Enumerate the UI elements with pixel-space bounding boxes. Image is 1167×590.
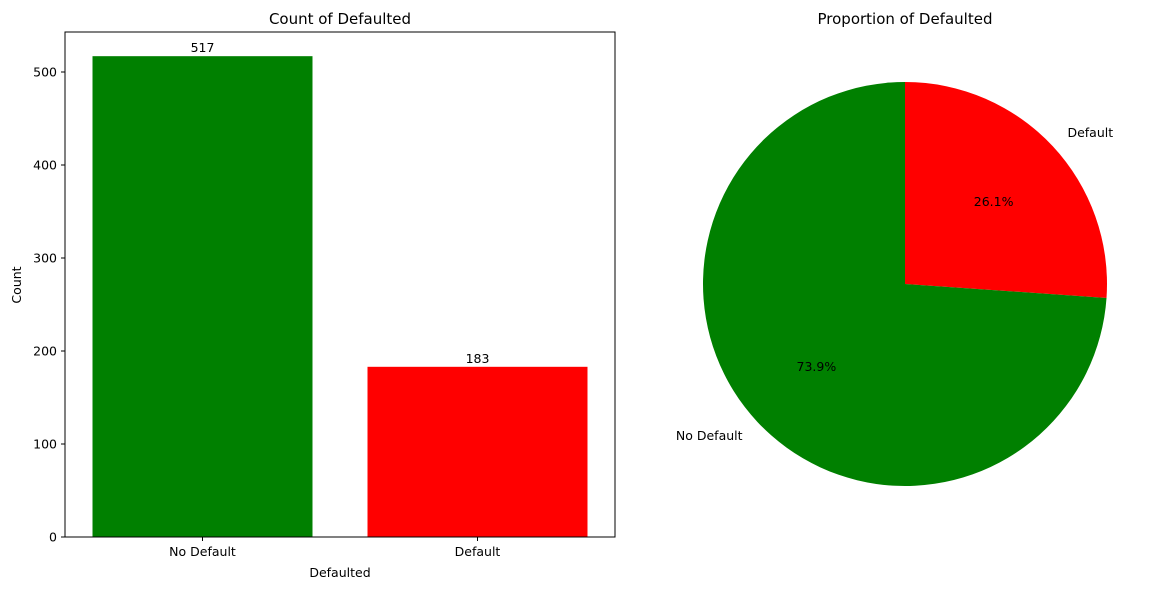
y-axis-ticks: 0 100 200 300 400 500 (33, 64, 65, 545)
bar-chart: Count of Defaulted 517 183 0 100 200 300 400 5… (9, 10, 616, 580)
y-tick-label: 400 (33, 157, 57, 172)
pie-slices (702, 82, 1107, 486)
y-tick-label: 200 (33, 343, 57, 358)
bar-no-default (92, 56, 313, 537)
bar-series (92, 56, 588, 537)
bar-value-label: 183 (466, 351, 490, 366)
pie-pct-label: 26.1% (974, 194, 1014, 209)
pie-labels: 26.1% Default 73.9% No Default (676, 125, 1113, 443)
pie-slice-label: No Default (676, 428, 743, 443)
x-axis-ticks: No Default Default (169, 537, 500, 559)
y-tick-label: 300 (33, 250, 57, 265)
bar-value-label: 517 (191, 40, 215, 55)
bar-default (367, 366, 588, 537)
pie-slice-no-default (702, 82, 1107, 486)
bar-chart-title: Count of Defaulted (269, 10, 411, 28)
x-tick-label: No Default (169, 544, 236, 559)
pie-chart-title: Proportion of Defaulted (818, 10, 993, 28)
pie-chart: Proportion of Defaulted 26.1% Default 73.9… (676, 10, 1113, 486)
y-tick-label: 100 (33, 436, 57, 451)
pie-slice-default (905, 82, 1107, 298)
y-axis-label: Count (9, 266, 24, 303)
bar-value-labels: 517 183 (191, 40, 490, 366)
pie-pct-label: 73.9% (797, 359, 837, 374)
y-tick-label: 0 (49, 530, 57, 545)
pie-slice-label: Default (1067, 125, 1113, 140)
x-tick-label: Default (455, 544, 501, 559)
y-tick-label: 500 (33, 64, 57, 79)
x-axis-label: Defaulted (309, 565, 370, 580)
bar-plot-frame (64, 31, 616, 538)
